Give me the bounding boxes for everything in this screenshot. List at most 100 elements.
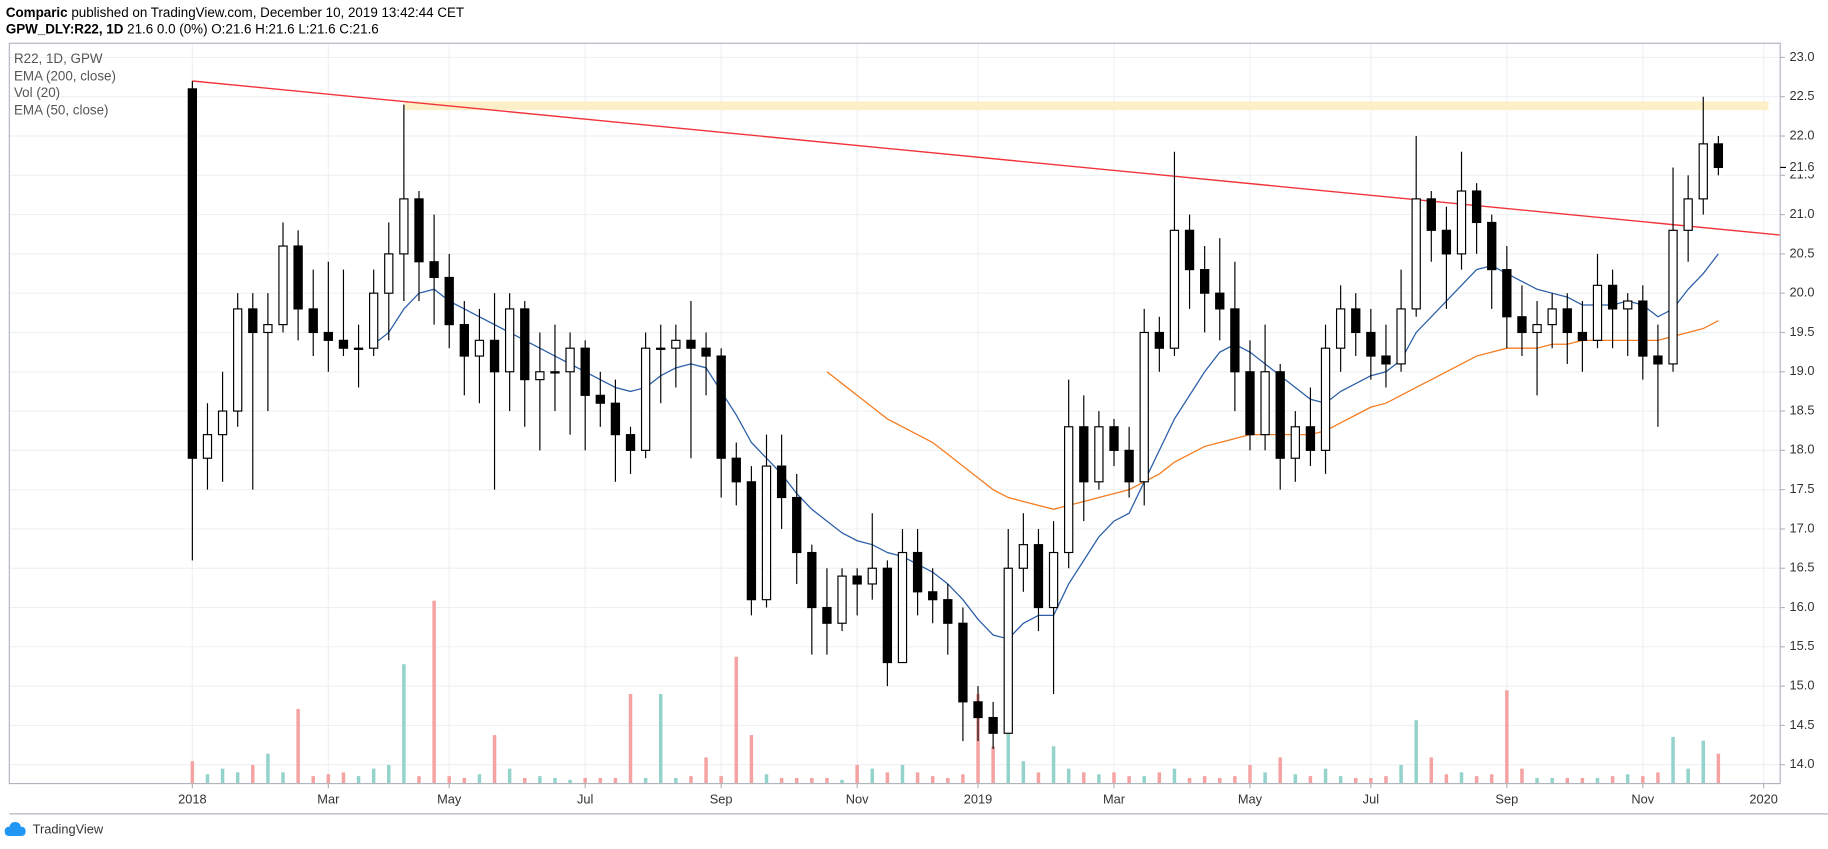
candle-body	[444, 276, 454, 326]
volume-bar	[356, 776, 361, 784]
x-tick-label: 2019	[964, 791, 993, 806]
candle-body	[278, 245, 288, 326]
volume-bar	[915, 772, 920, 784]
published-info: published on TradingView.com, December 1…	[71, 5, 464, 20]
candle-body	[1607, 284, 1618, 310]
x-tick-label: Sep	[1495, 791, 1518, 806]
volume-bar	[1701, 740, 1706, 784]
volume-bar	[296, 708, 300, 784]
volume-bar	[885, 772, 890, 784]
y-tick-label: 17.0	[1790, 520, 1815, 535]
candle-body	[1502, 269, 1512, 318]
candle-body	[852, 575, 862, 585]
candle-body	[1592, 284, 1603, 341]
candle-body	[233, 308, 243, 412]
volume-bar	[568, 779, 572, 784]
volume-bar	[658, 694, 663, 784]
candle-body	[1124, 449, 1134, 483]
x-tick-label: May	[437, 791, 462, 806]
candle-body	[1487, 221, 1497, 271]
candle-body	[1260, 371, 1270, 436]
volume-bar	[1338, 776, 1343, 784]
candle-body	[792, 496, 802, 554]
volume-bar	[1625, 774, 1630, 784]
candle-body	[1396, 308, 1406, 365]
volume-bar	[1550, 777, 1554, 784]
ema-line	[826, 320, 1719, 510]
candle-body	[640, 347, 651, 451]
volume-bar	[961, 774, 965, 784]
candle-body	[973, 701, 983, 719]
candle-body	[686, 339, 696, 349]
legend-ema50: EMA (50, close)	[14, 102, 109, 117]
volume-bar	[779, 777, 784, 784]
candle-body	[338, 339, 349, 349]
volume-bar	[251, 764, 255, 784]
candle-body	[988, 716, 998, 734]
candle-body	[1411, 198, 1421, 310]
volume-bar	[205, 774, 210, 784]
volume-bar	[1293, 774, 1298, 784]
plot-area	[9, 43, 1781, 784]
candle-body	[565, 347, 575, 373]
volume-bar	[538, 776, 542, 784]
candle-body	[414, 198, 424, 263]
candle-body	[384, 253, 394, 294]
volume-bar	[1671, 736, 1675, 784]
volume-bar	[1248, 764, 1252, 784]
footer-logo[interactable]: TradingView	[4, 822, 104, 837]
volume-bar	[1354, 777, 1358, 784]
y-tick-label: 16.0	[1790, 599, 1815, 614]
volume-bar	[1051, 746, 1056, 784]
volume-bar	[704, 757, 708, 784]
legend-symbol: R22, 1D, GPW	[14, 51, 103, 66]
y-tick-label: 18.0	[1790, 442, 1815, 457]
volume-bar	[643, 777, 648, 784]
candle-body	[595, 394, 605, 404]
candle-body	[248, 308, 258, 334]
volume-bar	[1112, 772, 1116, 784]
volume-bar	[1233, 776, 1237, 784]
last-price-bg	[1786, 160, 1826, 175]
x-tick-label: Nov	[846, 791, 869, 806]
candle-body	[928, 591, 938, 601]
candle-body	[520, 308, 530, 381]
candle-body	[625, 434, 636, 451]
candle-body	[550, 371, 560, 374]
candle-body	[1320, 347, 1331, 451]
candle-body	[1003, 567, 1013, 734]
volume-bar	[1187, 777, 1192, 784]
candle-body	[489, 339, 500, 373]
publisher[interactable]: Comparic	[6, 5, 68, 20]
candle-body	[716, 355, 726, 459]
volume-bar	[281, 772, 285, 784]
volume-bar	[810, 777, 814, 784]
candle-body	[1381, 355, 1391, 365]
volume-bar	[402, 664, 406, 784]
header-quote: GPW_DLY:R22, 1D 21.6 0.0 (0%) O:21.6 H:2…	[6, 21, 379, 36]
y-tick-label: 15.0	[1790, 678, 1815, 693]
volume-bar	[1263, 772, 1267, 784]
candle-body	[1653, 355, 1663, 365]
volume-bar	[1535, 777, 1539, 784]
volume-bar	[991, 746, 995, 784]
candle-body	[958, 622, 968, 703]
x-tick-label: Sep	[710, 791, 733, 806]
candle-body	[1169, 229, 1180, 349]
volume-bar	[432, 600, 436, 784]
logo-icon	[4, 822, 26, 837]
x-tick-label: Mar	[317, 791, 340, 806]
volume-bar	[1580, 777, 1585, 784]
volume-bar	[220, 768, 225, 784]
candle-body	[1577, 331, 1588, 341]
candle-body	[943, 599, 953, 624]
y-tick-label: 19.0	[1790, 363, 1815, 378]
volume-bar	[1006, 697, 1010, 784]
volume-bar	[870, 768, 875, 784]
candle-body	[731, 457, 741, 483]
y-tick-label: 14.0	[1790, 756, 1815, 771]
volume-bar	[734, 656, 739, 784]
candle-body	[1335, 308, 1346, 349]
candle-body	[1245, 371, 1255, 436]
